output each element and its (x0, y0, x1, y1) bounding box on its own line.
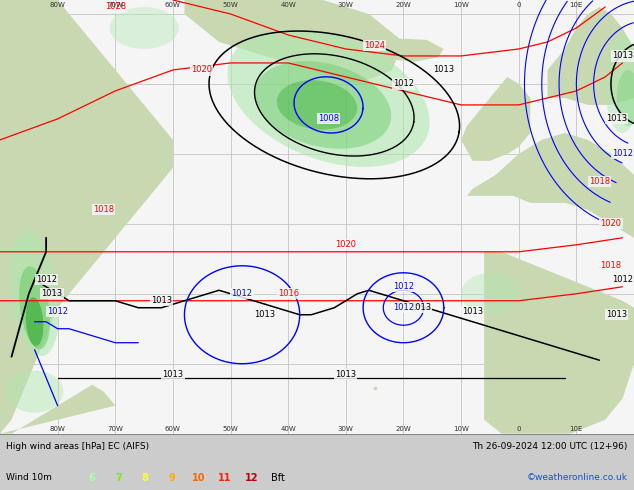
Ellipse shape (605, 35, 634, 133)
Polygon shape (375, 39, 444, 62)
Polygon shape (484, 252, 634, 434)
Text: 30W: 30W (338, 425, 354, 432)
Ellipse shape (254, 61, 391, 149)
Text: 1013: 1013 (606, 114, 627, 123)
Text: 1013: 1013 (606, 310, 627, 319)
Text: 70W: 70W (107, 2, 123, 8)
Text: 50W: 50W (223, 425, 238, 432)
Text: 1012: 1012 (393, 79, 414, 88)
Text: 1013: 1013 (162, 369, 183, 379)
Text: 80W: 80W (49, 2, 65, 8)
Text: 10: 10 (191, 472, 205, 483)
Text: 1012: 1012 (231, 289, 252, 298)
Text: 1012: 1012 (612, 149, 633, 158)
Text: 1028: 1028 (105, 2, 126, 11)
Text: 1013: 1013 (433, 66, 455, 74)
Ellipse shape (6, 371, 63, 413)
Text: 1013: 1013 (255, 310, 276, 319)
Text: 10E: 10E (570, 425, 583, 432)
Text: 8: 8 (142, 472, 148, 483)
Text: 1018: 1018 (600, 261, 621, 270)
Text: 1008: 1008 (318, 114, 339, 123)
Text: 40W: 40W (280, 425, 296, 432)
Ellipse shape (26, 297, 43, 346)
Ellipse shape (461, 273, 519, 315)
Text: 1020: 1020 (191, 66, 212, 74)
Text: 9: 9 (169, 472, 175, 483)
Text: 11: 11 (218, 472, 232, 483)
Text: 30W: 30W (338, 2, 354, 8)
Ellipse shape (10, 232, 59, 356)
Text: 6: 6 (89, 472, 95, 483)
Text: 12: 12 (245, 472, 259, 483)
Text: 10W: 10W (453, 2, 469, 8)
Text: 60W: 60W (165, 2, 181, 8)
Text: 1012: 1012 (36, 275, 56, 284)
Text: 1024: 1024 (364, 41, 385, 50)
Ellipse shape (617, 70, 634, 126)
Text: 1012: 1012 (612, 275, 633, 284)
Text: 1013: 1013 (410, 303, 431, 312)
Text: 0: 0 (517, 425, 521, 432)
Text: 10W: 10W (453, 425, 469, 432)
Text: 1012: 1012 (393, 303, 414, 312)
Ellipse shape (19, 266, 50, 349)
Text: Wind 10m: Wind 10m (6, 473, 52, 482)
Polygon shape (467, 133, 634, 238)
Text: 0: 0 (517, 2, 521, 8)
Text: 40W: 40W (280, 2, 296, 8)
Text: 1013: 1013 (41, 289, 62, 298)
Text: 60W: 60W (165, 425, 181, 432)
Text: 20W: 20W (396, 2, 411, 8)
Ellipse shape (110, 7, 179, 49)
Text: 1013: 1013 (612, 51, 633, 60)
Polygon shape (0, 0, 173, 434)
Text: 1018: 1018 (589, 177, 610, 186)
Text: 10E: 10E (570, 2, 583, 8)
Text: ©weatheronline.co.uk: ©weatheronline.co.uk (527, 473, 628, 482)
Text: Bft: Bft (271, 472, 285, 483)
Polygon shape (461, 77, 530, 161)
Text: 1012: 1012 (47, 307, 68, 316)
Text: 80W: 80W (49, 425, 65, 432)
Text: 1013: 1013 (151, 296, 172, 305)
Text: Th 26-09-2024 12:00 UTC (12+96): Th 26-09-2024 12:00 UTC (12+96) (472, 441, 628, 450)
Text: 1012: 1012 (393, 282, 414, 291)
Text: 70W: 70W (107, 425, 123, 432)
Polygon shape (184, 0, 403, 84)
Text: 7: 7 (115, 472, 122, 483)
Text: 1020: 1020 (600, 220, 621, 228)
Ellipse shape (228, 29, 430, 167)
Ellipse shape (277, 80, 357, 130)
Text: 50W: 50W (223, 2, 238, 8)
Text: 1016: 1016 (278, 289, 299, 298)
Text: 1020: 1020 (335, 240, 356, 249)
Polygon shape (0, 385, 115, 434)
Text: High wind areas [hPa] EC (AIFS): High wind areas [hPa] EC (AIFS) (6, 441, 150, 450)
Text: 1018: 1018 (93, 205, 114, 214)
Text: 20W: 20W (396, 425, 411, 432)
Polygon shape (548, 7, 634, 105)
Text: 1013: 1013 (335, 369, 356, 379)
Text: 1013: 1013 (462, 307, 483, 316)
